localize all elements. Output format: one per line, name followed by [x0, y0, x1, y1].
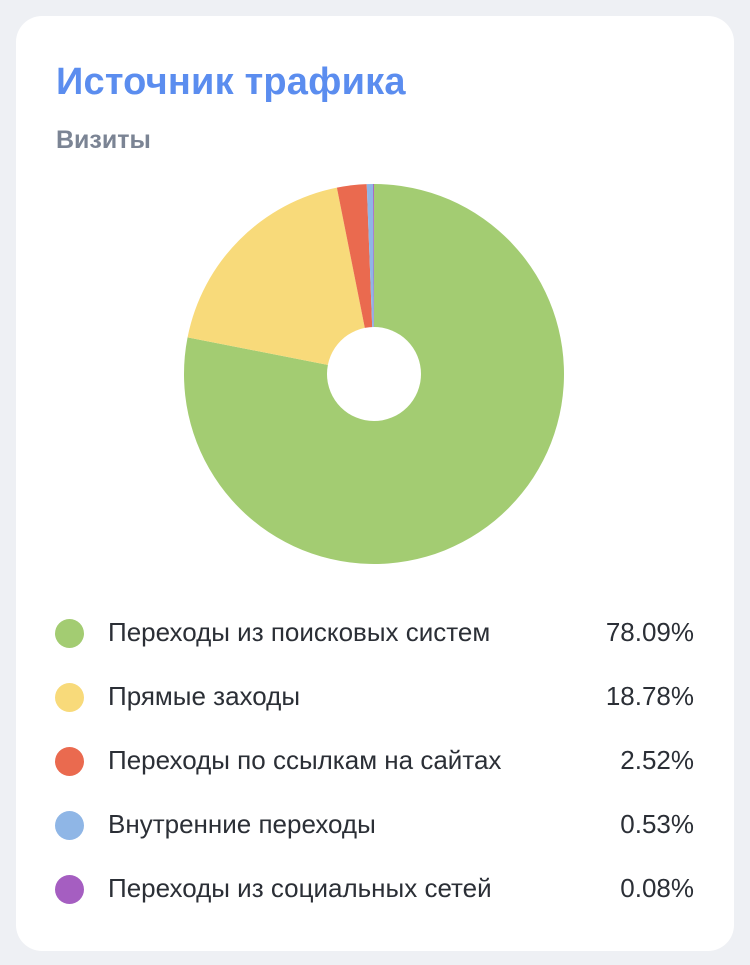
legend-label: Переходы по ссылкам на сайтах [108, 745, 502, 775]
legend-value: 0.53% [620, 809, 694, 839]
legend-label: Внутренние переходы [108, 809, 376, 839]
legend-item[interactable]: Переходы по ссылкам на сайтах 2.52% [16, 730, 734, 794]
legend-label: Переходы из поисковых систем [108, 617, 491, 647]
pie-slice-3[interactable] [366, 184, 374, 374]
legend-value: 0.08% [620, 873, 694, 903]
pie-slice-1[interactable] [187, 187, 374, 374]
legend-dot-search [55, 619, 84, 648]
legend-label: Переходы из социальных сетей [108, 873, 492, 903]
legend-value: 78.09% [605, 617, 694, 647]
legend-value: 2.52% [620, 745, 694, 775]
legend-dot-links [55, 747, 84, 776]
legend-dot-direct [55, 683, 84, 712]
legend-item[interactable]: Переходы из социальных сетей 0.08% [16, 858, 734, 922]
legend-label: Прямые заходы [108, 681, 301, 711]
traffic-pie-chart [184, 184, 564, 564]
legend-item[interactable]: Переходы из поисковых систем 78.09% [16, 602, 734, 666]
donut-hole [327, 327, 421, 421]
legend-item[interactable]: Прямые заходы 18.78% [16, 666, 734, 730]
legend-item[interactable]: Внутренние переходы 0.53% [16, 794, 734, 858]
traffic-source-card: Источник трафика Визиты Переходы из поис… [16, 16, 734, 951]
legend-dot-internal [55, 811, 84, 840]
legend-dot-social [55, 875, 84, 904]
card-title: Источник трафика [56, 61, 406, 103]
legend-value: 18.78% [605, 681, 694, 711]
pie-slice-2[interactable] [336, 184, 374, 374]
card-subtitle: Визиты [56, 126, 151, 154]
